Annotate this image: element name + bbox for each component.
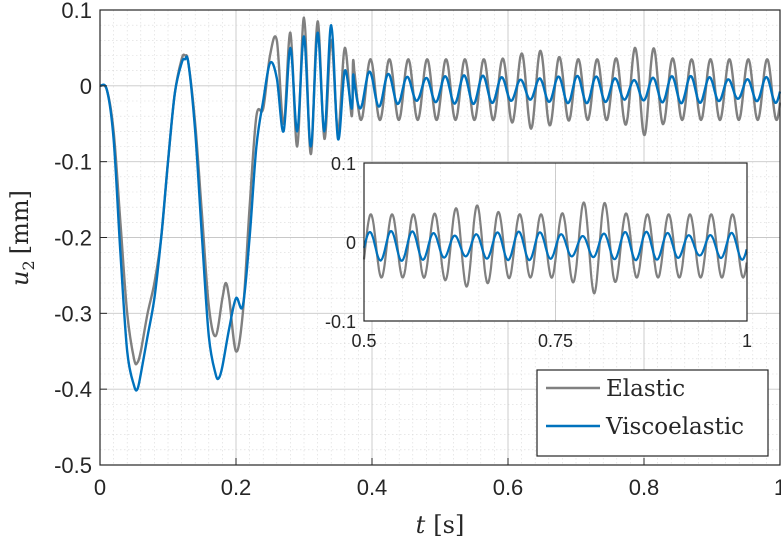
inset-series bbox=[362, 201, 748, 295]
legend-label-viscoelastic: Viscoelastic bbox=[605, 414, 744, 440]
x-axis-label-var: t bbox=[416, 511, 426, 539]
main-ticks: 0 0.2 0.4 0.6 0.8 1 -0.5 -0.4 -0.3 -0.2 -0.1 0 0.1 bbox=[54, 0, 781, 500]
x-axis-label-unit: [s] bbox=[433, 511, 464, 539]
y-axis-label: u2 [mm] bbox=[6, 190, 38, 286]
inset-series-line-viscoelastic bbox=[362, 229, 748, 262]
inset-plot: 0.5 0.75 1 -0.1 0 0.1 bbox=[325, 154, 752, 351]
y-tick-label: -0.4 bbox=[54, 377, 92, 402]
legend: Elastic Viscoelastic bbox=[536, 369, 769, 457]
inset-x-tick-label: 1 bbox=[742, 331, 752, 351]
inset-y-tick-label: 0.1 bbox=[331, 154, 356, 174]
inset-series-line-elastic bbox=[362, 201, 748, 295]
inset-x-tick-label: 0.5 bbox=[351, 331, 376, 351]
y-axis-label-unit: [mm] bbox=[6, 190, 34, 254]
x-tick-label: 0.6 bbox=[493, 475, 524, 500]
legend-label-elastic: Elastic bbox=[606, 376, 685, 402]
series-line-elastic bbox=[99, 16, 781, 366]
y-tick-label: -0.5 bbox=[54, 453, 92, 478]
y-tick-label: -0.3 bbox=[54, 301, 92, 326]
inset-y-tick-label: 0 bbox=[346, 233, 356, 253]
y-axis-label-sub: 2 bbox=[19, 260, 38, 270]
y-tick-label: -0.1 bbox=[54, 150, 92, 175]
inset-y-tick-label: -0.1 bbox=[325, 312, 356, 332]
y-tick-label: -0.2 bbox=[54, 226, 92, 251]
x-tick-label: 0 bbox=[94, 475, 106, 500]
series-line-viscoelastic bbox=[99, 23, 781, 392]
x-tick-label: 0.8 bbox=[629, 475, 660, 500]
x-tick-label: 0.4 bbox=[357, 475, 388, 500]
main-series bbox=[99, 16, 781, 392]
x-tick-label: 1 bbox=[774, 475, 781, 500]
y-axis-label-var: u bbox=[6, 270, 34, 285]
inset-x-tick-label: 0.75 bbox=[538, 331, 573, 351]
inset-axes-box bbox=[363, 162, 748, 322]
inset-ticks: 0.5 0.75 1 -0.1 0 0.1 bbox=[325, 154, 752, 351]
x-axis-label: t [s] bbox=[416, 511, 465, 539]
y-tick-label: 0 bbox=[80, 74, 92, 99]
legend-box bbox=[536, 369, 769, 457]
y-tick-label: 0.1 bbox=[61, 0, 92, 23]
x-tick-label: 0.2 bbox=[221, 475, 252, 500]
